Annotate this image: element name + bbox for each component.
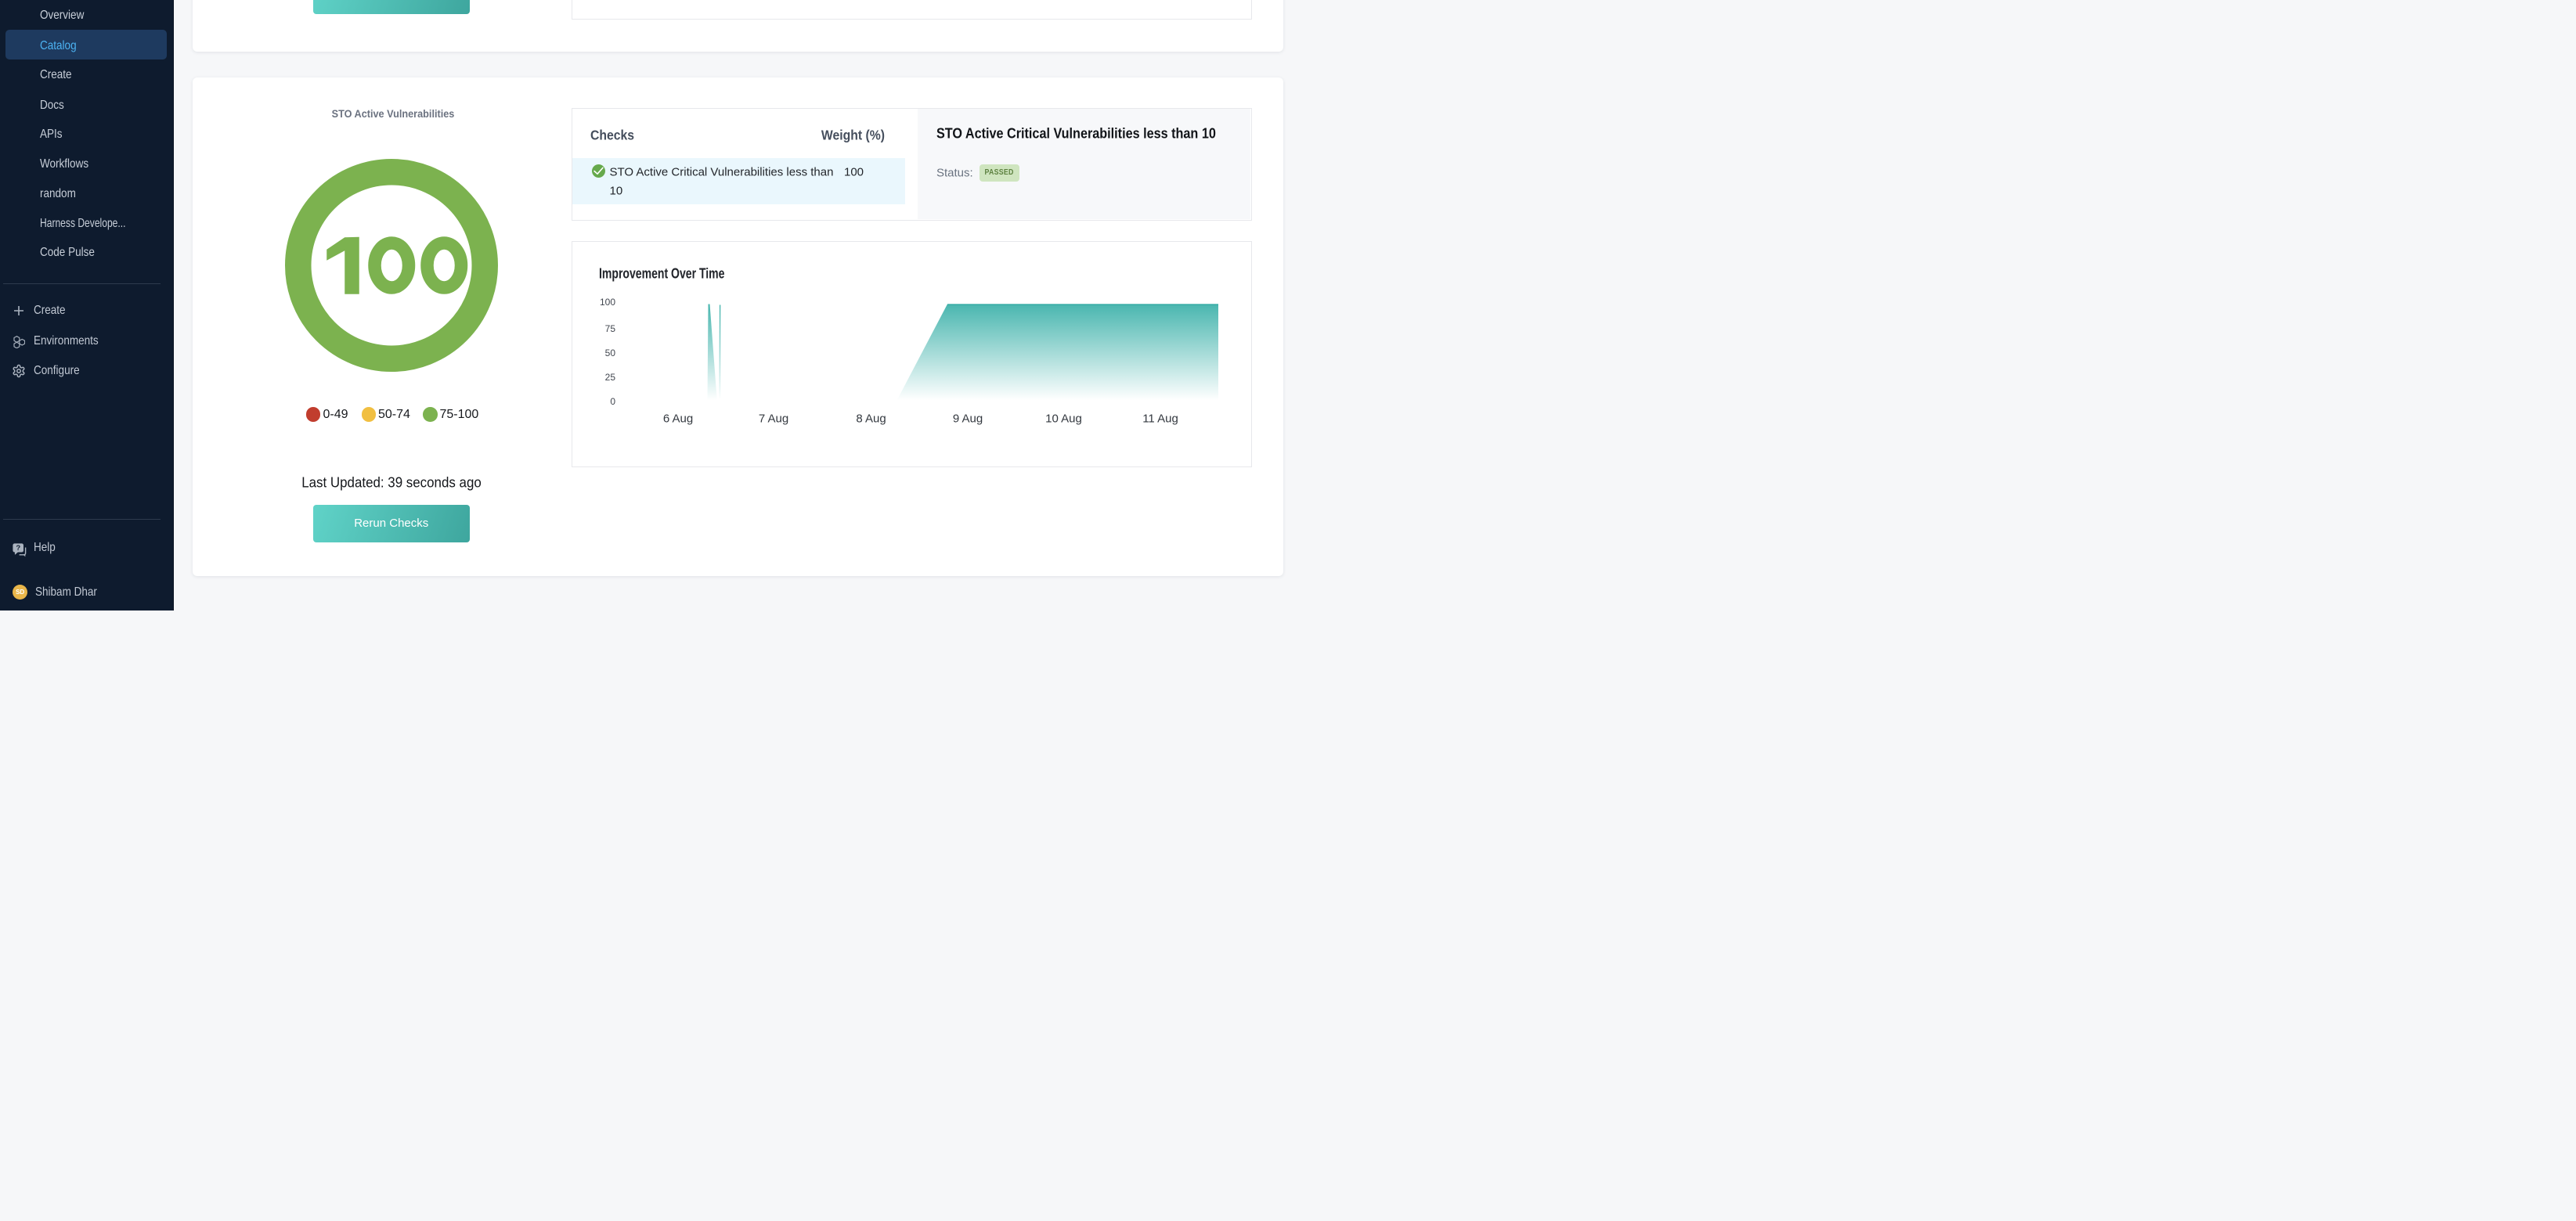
- svg-text:?: ?: [16, 544, 20, 553]
